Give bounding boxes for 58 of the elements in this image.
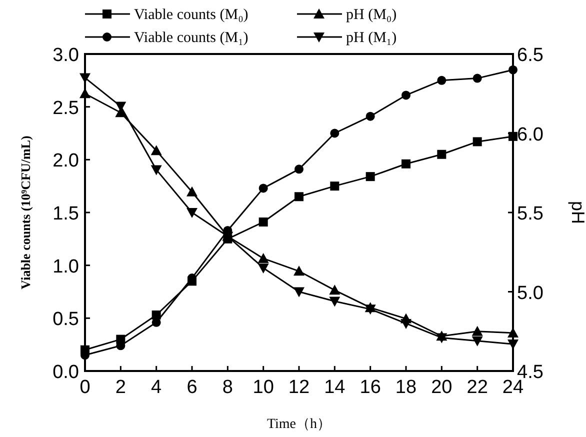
x-tick-label: 22 — [466, 377, 488, 398]
legend-label: Viable counts (M₀) — [134, 7, 248, 23]
y2-tick-label: 5.0 — [517, 282, 544, 304]
point — [330, 128, 340, 138]
point — [258, 252, 269, 263]
point — [258, 184, 268, 193]
x-tick-label: 16 — [360, 377, 381, 398]
y-tick-label: 2.0 — [52, 150, 79, 172]
point — [329, 296, 340, 307]
point — [402, 159, 410, 168]
y2-tick-label: 6.5 — [517, 45, 544, 66]
point — [366, 112, 375, 121]
point — [402, 90, 410, 100]
x-tick-label: 4 — [151, 377, 162, 398]
legend-label: pH (M₀) — [346, 7, 397, 23]
x-tick-label: 18 — [395, 377, 417, 398]
point — [437, 76, 446, 85]
point — [366, 172, 375, 182]
point — [508, 65, 518, 74]
x-tick-label: 2 — [115, 377, 126, 398]
point — [472, 336, 483, 346]
point — [150, 145, 162, 156]
x-tick-label: 10 — [252, 377, 274, 398]
x-tick-label: 6 — [186, 377, 198, 398]
x-tick-label: 12 — [288, 377, 310, 398]
x-axis-title: Time（h） — [266, 417, 332, 432]
point — [330, 182, 340, 191]
point — [472, 74, 482, 83]
legend-label: pH (M₁) — [346, 30, 397, 46]
y-tick-label: 0.5 — [52, 309, 79, 330]
point — [472, 137, 482, 146]
point — [294, 287, 304, 298]
point — [150, 165, 162, 176]
point — [294, 266, 304, 276]
y2-tick-label: 6.0 — [517, 124, 544, 146]
point — [186, 186, 198, 196]
point — [186, 208, 198, 218]
y-tick-label: 2.5 — [52, 98, 79, 119]
point — [472, 326, 483, 336]
point — [294, 192, 304, 202]
x-tick-label: 0 — [80, 377, 90, 398]
y-tick-label: 1.0 — [52, 256, 79, 278]
y-tick-label: 1.5 — [52, 204, 79, 224]
point — [258, 263, 269, 274]
point — [329, 284, 340, 295]
point — [258, 218, 268, 227]
x-tick-label: 8 — [222, 377, 233, 398]
y2-axis-title: pH — [568, 200, 586, 224]
legend-label: Viable counts (M₁) — [134, 30, 248, 46]
y-tick-label: 0.0 — [52, 362, 79, 383]
y-tick-label: 3.0 — [52, 45, 79, 66]
point — [400, 318, 412, 329]
x-tick-label: 14 — [324, 377, 346, 398]
y2-tick-label: 5.5 — [517, 204, 544, 224]
point — [437, 150, 446, 159]
y-axis-title: Viable counts (10⁹CFU/mL) — [18, 136, 33, 290]
x-tick-label: 20 — [431, 377, 452, 398]
point — [294, 164, 304, 174]
